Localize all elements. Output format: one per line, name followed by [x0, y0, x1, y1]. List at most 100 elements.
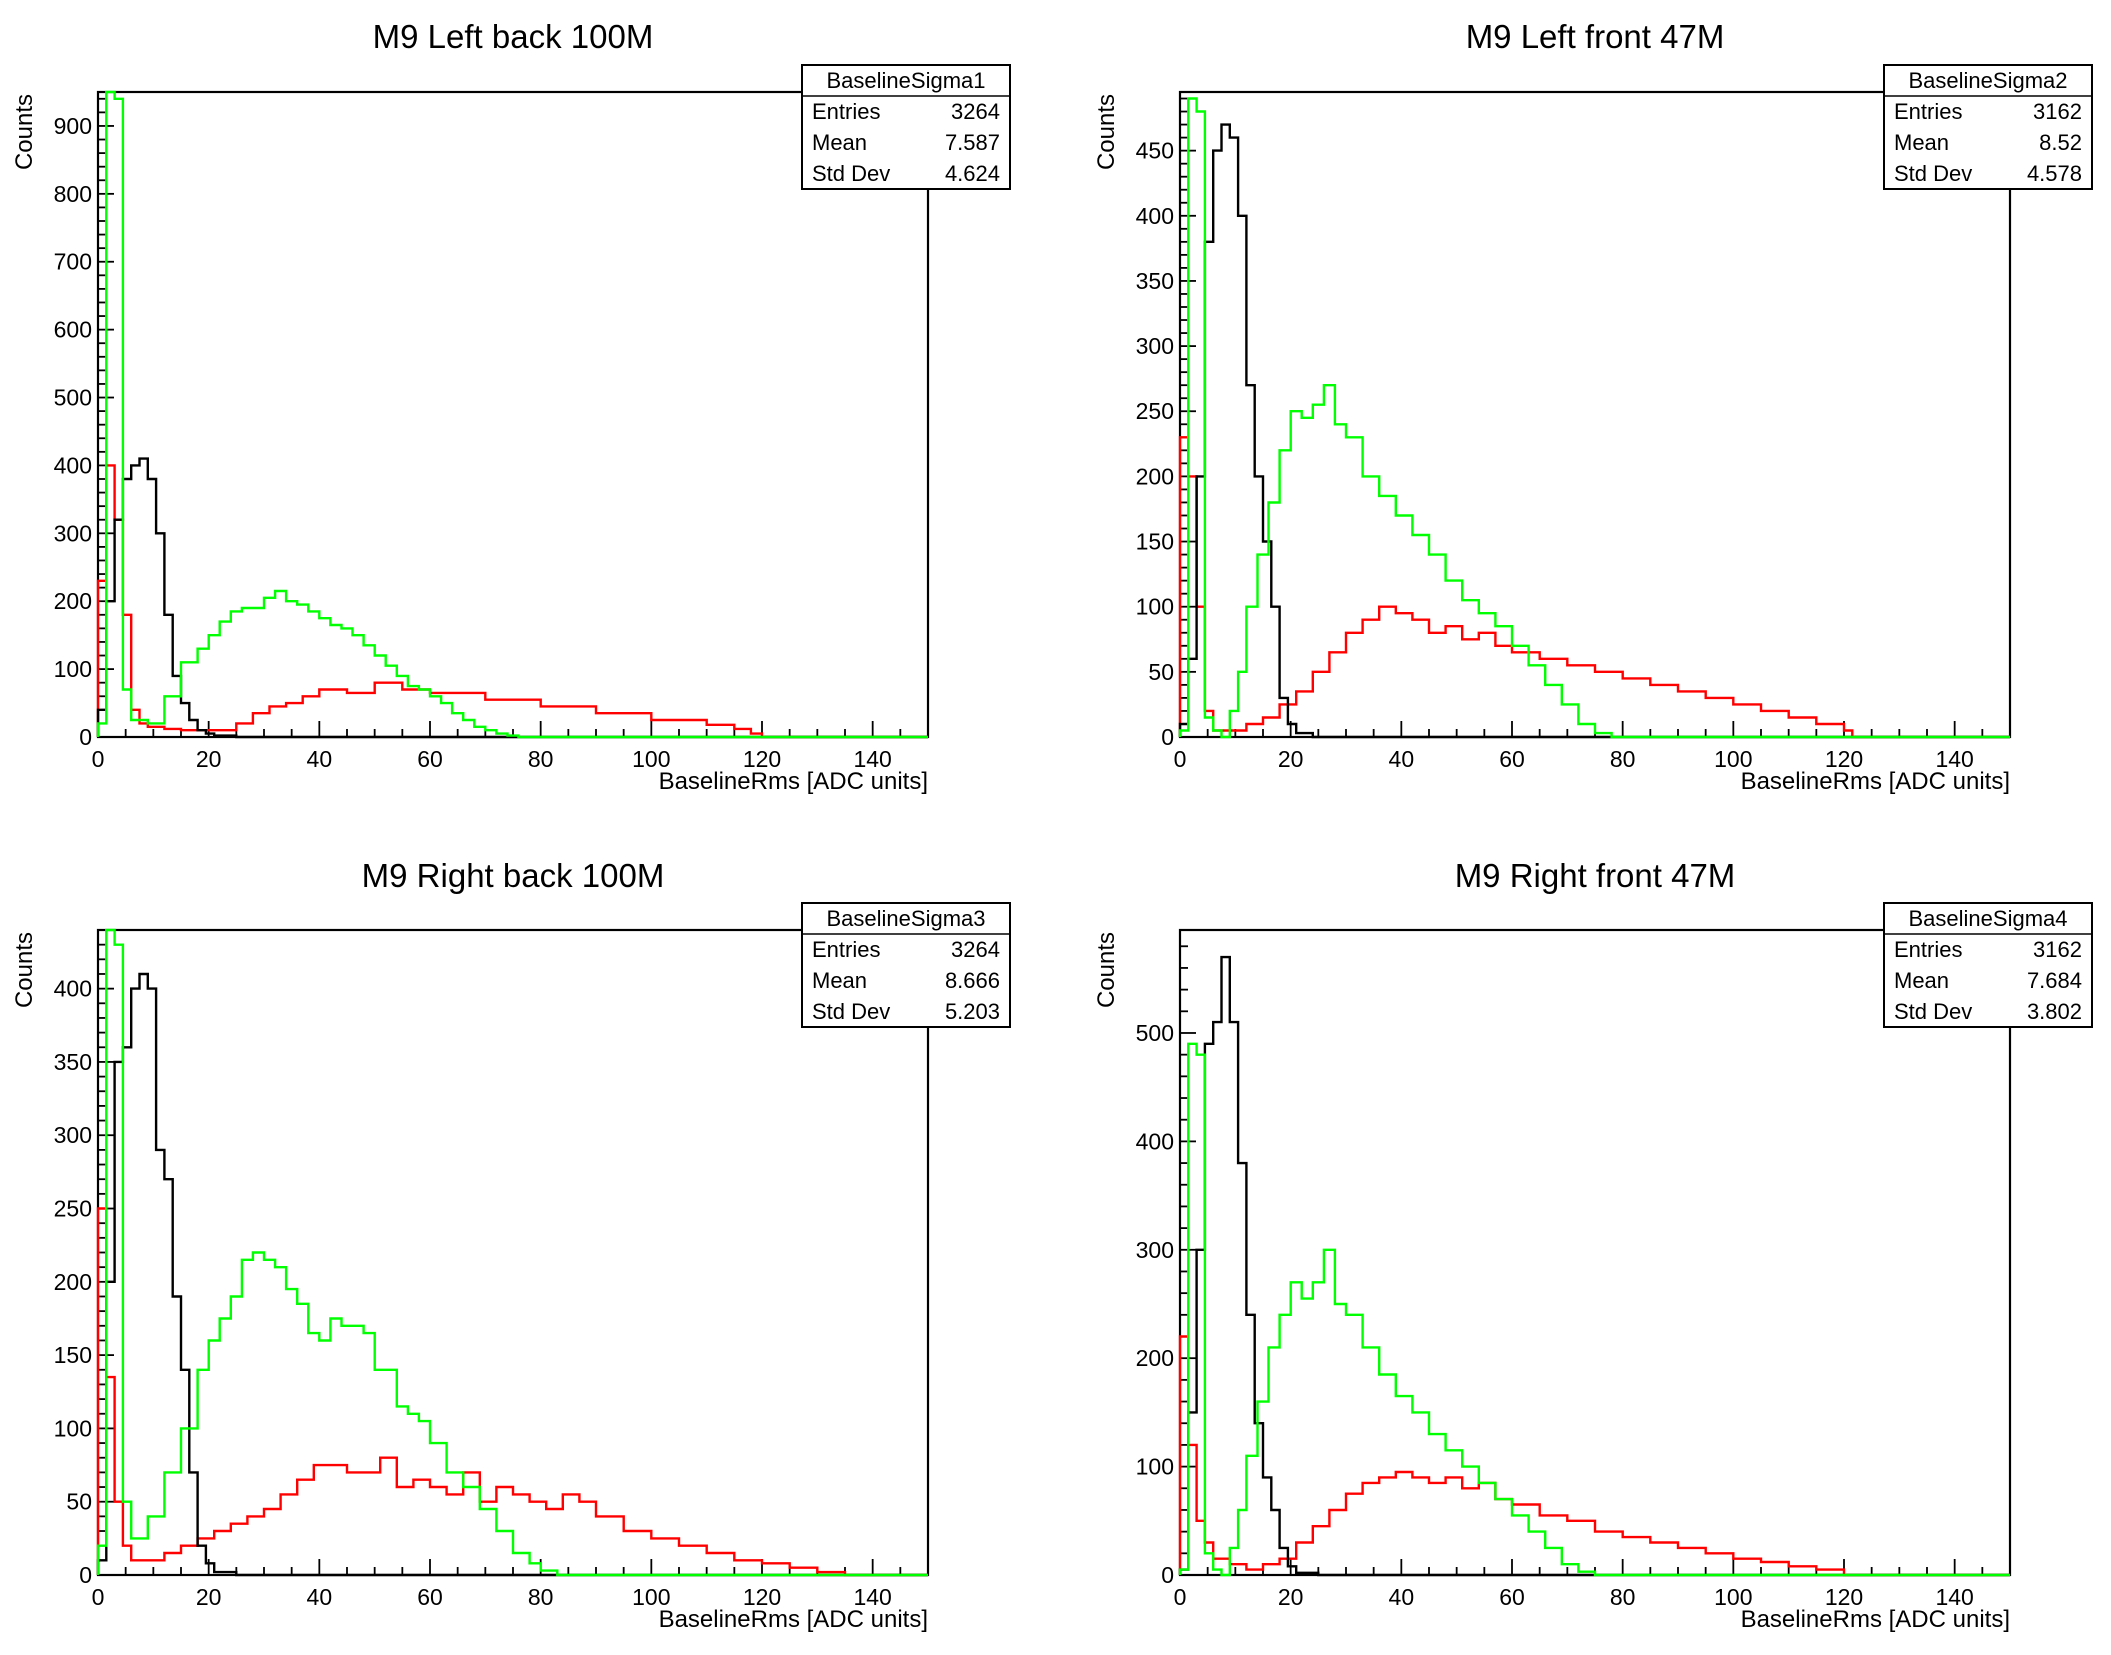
stats-key: Mean [812, 130, 867, 155]
x-tick-label: 80 [1610, 746, 1636, 772]
histogram-series-3 [1178, 1042, 2010, 1577]
y-tick-label: 900 [54, 113, 92, 139]
y-tick-label: 0 [1161, 724, 1174, 750]
y-tick-label: 500 [1136, 1020, 1174, 1046]
y-tick-label: 200 [1136, 1345, 1174, 1371]
panel-1: M9 Left back 100M 0 20 40 60 80 100 120 140 0 100 2… [11, 18, 1011, 795]
y-tick-label: 100 [54, 656, 92, 682]
histogram-series-3 [96, 90, 928, 739]
x-tick-label: 0 [92, 746, 105, 772]
y-tick-label: 100 [54, 1415, 92, 1441]
y-tick-label: 50 [66, 1489, 92, 1515]
y-tick-label: 600 [54, 317, 92, 343]
histogram-series-2 [1178, 123, 2010, 739]
stats-box: BaselineSigma4 Entries 3162 Mean 7.684 Std De… [1883, 902, 2093, 1028]
x-tick-label: 20 [196, 746, 222, 772]
panel-3: M9 Right back 100M 0 20 40 60 80 100 120 140 0 50 1… [11, 857, 1011, 1633]
y-tick-label: 150 [1136, 529, 1174, 555]
x-tick-label: 80 [528, 1584, 554, 1610]
y-tick-label: 700 [54, 249, 92, 275]
x-tick-label: 60 [1499, 746, 1525, 772]
y-tick-label: 100 [1136, 1454, 1174, 1480]
x-axis-label: BaselineRms [ADC units] [659, 768, 928, 795]
stats-key: Std Dev [1894, 999, 1972, 1024]
stats-box-frame [1883, 64, 2093, 190]
x-tick-label: 60 [417, 1584, 443, 1610]
stats-box-title: BaselineSigma3 [827, 906, 986, 931]
stats-value: 8.666 [945, 968, 1000, 993]
x-tick-label: 140 [853, 1584, 891, 1610]
x-tick-label: 100 [632, 1584, 670, 1610]
stats-box: BaselineSigma3 Entries 3264 Mean 8.666 Std De… [801, 902, 1011, 1028]
stats-value: 3162 [2033, 99, 2082, 124]
y-tick-label: 300 [54, 1122, 92, 1148]
stats-value: 3264 [951, 99, 1000, 124]
stats-key: Entries [1894, 937, 1962, 962]
histogram-series-2 [1178, 955, 2010, 1577]
panel-2: M9 Left front 47M 0 20 40 60 80 100 120 140 0 50 10… [1093, 18, 2093, 795]
stats-key: Mean [812, 968, 867, 993]
x-axis-label: BaselineRms [ADC units] [1741, 768, 2010, 795]
stats-value: 4.624 [945, 161, 1000, 186]
x-tick-label: 0 [92, 1584, 105, 1610]
stats-value: 7.587 [945, 130, 1000, 155]
x-tick-label: 140 [1935, 1584, 1973, 1610]
y-tick-label: 250 [1136, 398, 1174, 424]
x-tick-label: 20 [196, 1584, 222, 1610]
stats-box-title: BaselineSigma2 [1909, 68, 2068, 93]
x-tick-label: 100 [632, 746, 670, 772]
y-tick-label: 300 [54, 520, 92, 546]
x-tick-label: 40 [1389, 746, 1415, 772]
x-tick-label: 100 [1714, 746, 1752, 772]
histogram-series-1 [96, 1207, 928, 1577]
x-tick-label: 40 [1389, 1584, 1415, 1610]
chart-title: M9 Left front 47M [1466, 18, 1725, 55]
stats-box: BaselineSigma2 Entries 3162 Mean 8.52 Std Dev… [1883, 64, 2093, 190]
x-tick-label: 120 [1825, 1584, 1863, 1610]
x-tick-label: 120 [743, 1584, 781, 1610]
stats-key: Std Dev [812, 999, 890, 1024]
panel-4: M9 Right front 47M 0 20 40 60 80 100 120 140 0 100… [1093, 857, 2093, 1633]
x-tick-label: 100 [1714, 1584, 1752, 1610]
stats-box-title: BaselineSigma4 [1909, 906, 2068, 931]
stats-key: Entries [812, 937, 880, 962]
x-tick-label: 80 [1610, 1584, 1636, 1610]
x-tick-label: 40 [307, 746, 333, 772]
chart-title: M9 Right front 47M [1455, 857, 1736, 894]
histogram-series-1 [96, 464, 928, 739]
stats-key: Std Dev [1894, 161, 1972, 186]
y-axis-label: Counts [11, 94, 38, 170]
y-tick-label: 0 [79, 1562, 92, 1588]
y-tick-label: 50 [1148, 659, 1174, 685]
y-tick-label: 450 [1136, 138, 1174, 164]
y-tick-label: 150 [54, 1342, 92, 1368]
chart-title: M9 Right back 100M [362, 857, 665, 894]
y-tick-label: 400 [54, 452, 92, 478]
histogram-series-2 [96, 457, 928, 739]
x-tick-label: 140 [853, 746, 891, 772]
stats-box-title: BaselineSigma1 [827, 68, 986, 93]
stats-value: 8.52 [2039, 130, 2082, 155]
y-tick-label: 100 [1136, 594, 1174, 620]
x-tick-label: 60 [417, 746, 443, 772]
x-tick-label: 120 [1825, 746, 1863, 772]
histogram-series-1 [1178, 1335, 2010, 1577]
stats-key: Mean [1894, 130, 1949, 155]
stats-box: BaselineSigma1 Entries 3264 Mean 7.587 Std De… [801, 64, 1011, 190]
stats-value: 3264 [951, 937, 1000, 962]
histogram-series-3 [96, 928, 928, 1577]
x-tick-label: 0 [1174, 1584, 1187, 1610]
stats-value: 3162 [2033, 937, 2082, 962]
y-tick-label: 300 [1136, 1237, 1174, 1263]
y-tick-label: 400 [1136, 1128, 1174, 1154]
x-tick-label: 140 [1935, 746, 1973, 772]
y-tick-label: 400 [54, 976, 92, 1002]
y-tick-label: 350 [54, 1049, 92, 1075]
stats-box-frame [801, 64, 1011, 190]
y-tick-label: 400 [1136, 203, 1174, 229]
stats-value: 5.203 [945, 999, 1000, 1024]
y-axis-label: Counts [1093, 932, 1120, 1008]
y-tick-label: 250 [54, 1196, 92, 1222]
x-axis-label: BaselineRms [ADC units] [659, 1606, 928, 1633]
histogram-series-2 [96, 972, 928, 1577]
